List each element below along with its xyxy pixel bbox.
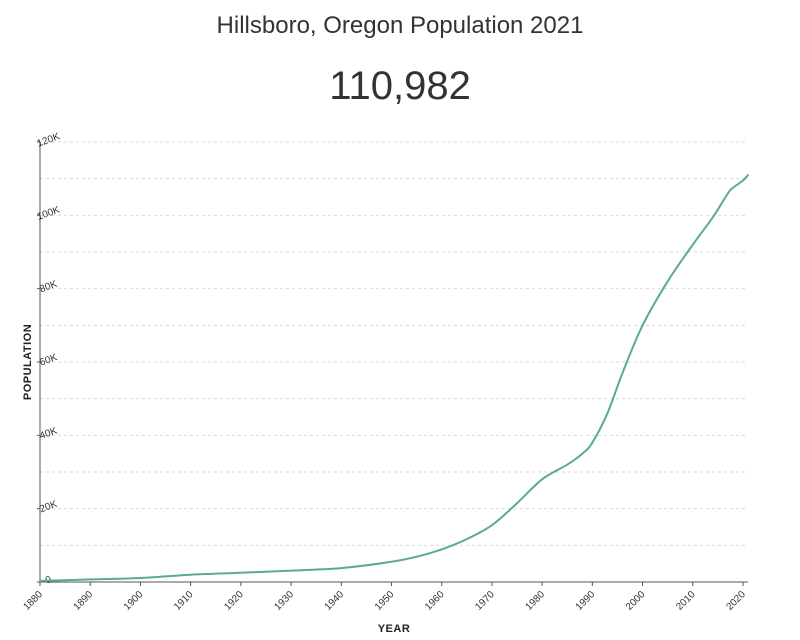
y-tick-label: 40K [38,425,59,442]
x-tick-label: 1920 [222,589,246,613]
x-tick-label: 1890 [72,589,96,613]
x-tick-label: 1880 [21,589,45,613]
x-tick-label: 1960 [423,589,447,613]
x-tick-label: 1950 [373,589,397,613]
grid-lines [40,141,748,546]
series-layer [39,174,749,582]
population-value: 110,982 [329,64,471,108]
x-tick-label: 1980 [524,589,548,613]
x-tick-label: 1970 [473,589,497,613]
x-tick-label: 1940 [323,589,347,613]
y-tick-label: 80K [38,279,59,296]
y-axis-label: POPULATION [22,324,34,400]
axes [37,141,748,586]
y-tick-label: 20K [38,499,59,516]
x-tick-label: 1910 [172,589,196,613]
x-tick-label: 1930 [273,589,297,613]
x-tick-label: 2010 [674,589,698,613]
x-tick-label: 1990 [574,589,598,613]
population-line [39,174,749,582]
x-axis-label: YEAR [378,623,411,635]
y-tick-label: 120K [36,131,62,149]
y-tick-label: 60K [38,352,59,369]
x-tick-label: 2020 [724,589,748,613]
page-title: Hillsboro, Oregon Population 2021 [216,12,584,39]
x-tick-label: 2000 [624,589,648,613]
x-tick-label: 1900 [122,589,146,613]
